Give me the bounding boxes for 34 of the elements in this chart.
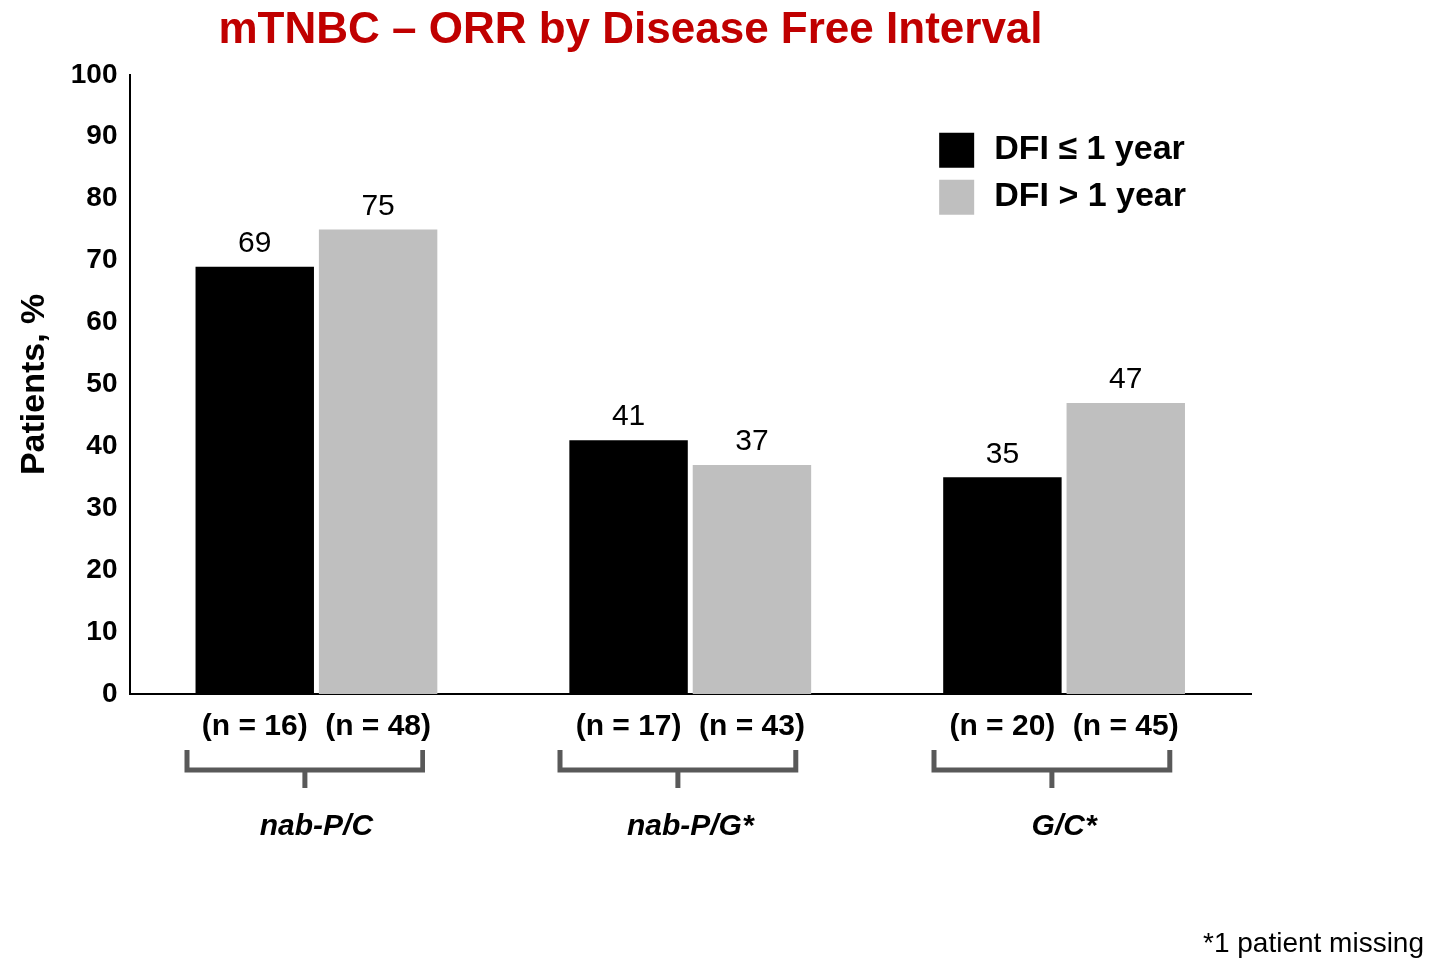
y-tick-label: 10: [86, 614, 118, 646]
data-label: 69: [238, 225, 272, 259]
data-label: 41: [611, 398, 646, 432]
y-tick-label: 60: [86, 305, 118, 337]
data-label: 47: [1109, 361, 1143, 395]
text: (n = 20): [949, 708, 1056, 742]
y-tick-label: 100: [70, 57, 118, 89]
chart-title: mTNBC – ORR by Disease Free Interval: [218, 2, 1043, 52]
data-label: 35: [985, 435, 1020, 469]
y-tick-label: 90: [86, 119, 118, 151]
text: (n = 45): [1072, 708, 1179, 742]
legend-label: DFI > 1 year: [994, 175, 1187, 214]
text: (n = 17): [575, 708, 682, 742]
y-tick-label: 80: [86, 181, 118, 213]
y-tick-label: 0: [101, 676, 118, 708]
bar: [318, 229, 438, 694]
bar: [1066, 402, 1185, 694]
bar: [692, 464, 812, 694]
data-label: 37: [735, 423, 769, 457]
text: *1 patient missing: [1202, 926, 1424, 958]
x-tick-label: nab-P/G*: [626, 808, 755, 842]
y-axis-title: Patients, %: [12, 293, 51, 476]
y-tick-label: 30: [86, 490, 118, 522]
x-tick-label: G/C*: [1031, 808, 1098, 842]
y-tick-label: 70: [86, 243, 118, 275]
legend-label: DFI ≤ 1 year: [994, 128, 1185, 167]
y-tick-label: 20: [86, 552, 118, 584]
data-label: 75: [361, 187, 395, 221]
y-tick-label: 50: [86, 367, 118, 399]
text: (n = 16): [201, 708, 308, 742]
text: (n = 48): [325, 708, 432, 742]
text: (n = 43): [699, 708, 805, 742]
x-tick-label: nab-P/C: [259, 808, 375, 842]
y-tick-label: 40: [86, 429, 118, 461]
